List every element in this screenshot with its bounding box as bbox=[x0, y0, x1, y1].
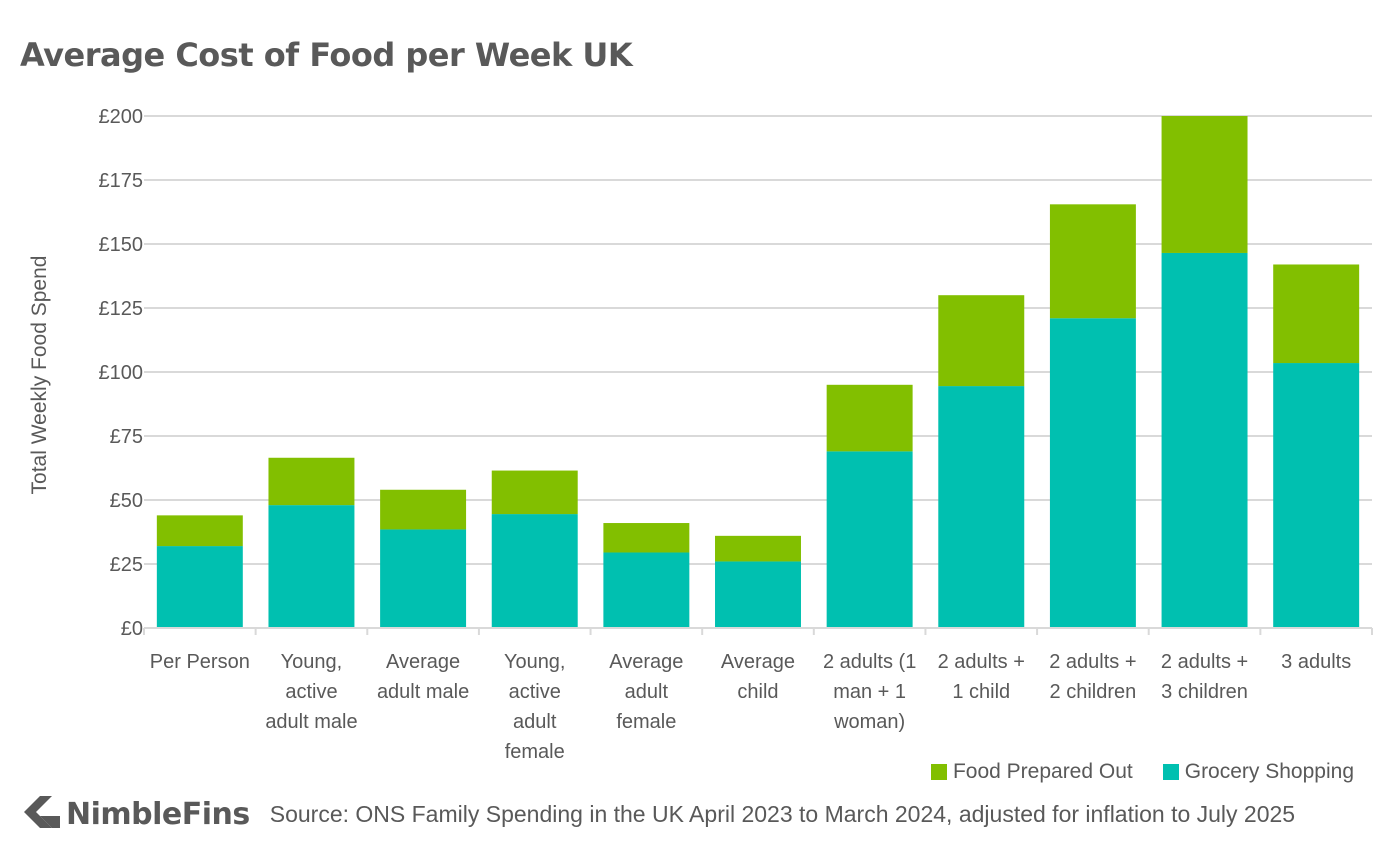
bar-grocery-shopping-young-active-adult-male bbox=[268, 505, 355, 628]
bar-food-prepared-out-average-adult-male bbox=[380, 489, 467, 530]
bar-food-prepared-out-2-adults-1-man-1-woman bbox=[826, 384, 913, 452]
legend-label-grocery-shopping: Grocery Shopping bbox=[1184, 760, 1354, 783]
y-tick-100: £100 bbox=[99, 362, 144, 384]
legend-item-grocery-shopping: Grocery Shopping bbox=[1162, 760, 1354, 784]
x-category-young-active-adult-male: Young, active adult male bbox=[265, 651, 357, 733]
x-category-2-adults-1-man-1-woman: 2 adults (1 man + 1 woman) bbox=[823, 651, 916, 733]
nimblefins-chevron-icon bbox=[24, 796, 60, 828]
x-category-per-person: Per Person bbox=[150, 651, 250, 673]
legend-swatch-food-prepared-out bbox=[930, 764, 947, 780]
bar-grocery-shopping-2-adults-3-children bbox=[1161, 252, 1248, 628]
bar-grocery-shopping-3-adults bbox=[1273, 363, 1360, 628]
x-category-average-child: Average child bbox=[721, 651, 795, 703]
footer: NimbleFins Source: ONS Family Spending i… bbox=[18, 794, 1295, 834]
brand-name: NimbleFins bbox=[66, 796, 250, 832]
bar-grocery-shopping-average-adult-male bbox=[380, 529, 467, 628]
bar-food-prepared-out-per-person bbox=[156, 515, 243, 547]
bar-food-prepared-out-average-adult-female bbox=[603, 523, 690, 553]
bar-food-prepared-out-2-adults-3-children bbox=[1161, 116, 1248, 253]
bar-food-prepared-out-young-active-adult-male bbox=[268, 457, 355, 506]
bar-food-prepared-out-young-active-adult-female bbox=[491, 470, 578, 515]
chart-title: Average Cost of Food per Week UK bbox=[20, 36, 633, 74]
y-tick-labels: £0 £25 £50 £75 £100 £125 £150 £175 £200 bbox=[99, 106, 144, 640]
y-tick-75: £75 bbox=[110, 426, 143, 448]
bar-food-prepared-out-2-adults-1-child bbox=[938, 295, 1025, 387]
bar-grocery-shopping-per-person bbox=[156, 546, 243, 628]
bar-food-prepared-out-3-adults bbox=[1273, 264, 1360, 364]
legend-label-food-prepared-out: Food Prepared Out bbox=[952, 760, 1133, 783]
y-tick-25: £25 bbox=[110, 554, 143, 576]
legend-item-food-prepared-out: Food Prepared Out bbox=[930, 760, 1133, 784]
bars bbox=[156, 116, 1360, 628]
bar-grocery-shopping-2-adults-2-children bbox=[1049, 318, 1136, 628]
bar-grocery-shopping-2-adults-1-man-1-woman bbox=[826, 451, 913, 628]
x-category-young-active-adult-female: Young, active adult female bbox=[504, 651, 566, 763]
x-category-2-adults-1-child: 2 adults +1 child bbox=[938, 651, 1025, 703]
source-note: Source: ONS Family Spending in the UK Ap… bbox=[269, 800, 1296, 827]
x-category-2-adults-3-children: 2 adults +3 children bbox=[1161, 651, 1248, 703]
legend-swatch-grocery-shopping bbox=[1162, 764, 1179, 780]
y-tick-175: £175 bbox=[99, 170, 144, 192]
y-axis-label: Total Weekly Food Spend bbox=[28, 256, 51, 495]
x-category-average-adult-male: Average adult male bbox=[377, 651, 469, 703]
y-tick-0: £0 bbox=[121, 618, 143, 640]
bar-grocery-shopping-average-child bbox=[715, 561, 801, 628]
brand-logo: NimbleFins bbox=[18, 794, 250, 834]
y-tick-125: £125 bbox=[99, 298, 144, 320]
y-tick-200: £200 bbox=[99, 106, 144, 128]
x-category-3-adults: 3 adults bbox=[1281, 651, 1351, 673]
legend: Food Prepared Out Grocery Shopping bbox=[930, 760, 1354, 784]
bar-grocery-shopping-young-active-adult-female bbox=[491, 514, 578, 628]
y-tick-150: £150 bbox=[99, 234, 144, 256]
x-category-labels: Per Person Young, active adult male Average a… bbox=[150, 651, 1351, 763]
x-category-2-adults-2-children: 2 adults +2 children bbox=[1049, 651, 1136, 703]
bar-grocery-shopping-2-adults-1-child bbox=[938, 386, 1025, 628]
x-category-average-adult-female: Average adult female bbox=[609, 651, 683, 733]
x-axis bbox=[143, 627, 1373, 635]
bar-grocery-shopping-average-adult-female bbox=[603, 552, 690, 628]
bar-food-prepared-out-2-adults-2-children bbox=[1049, 204, 1136, 319]
bar-food-prepared-out-average-child bbox=[715, 535, 801, 562]
y-tick-50: £50 bbox=[110, 490, 143, 512]
